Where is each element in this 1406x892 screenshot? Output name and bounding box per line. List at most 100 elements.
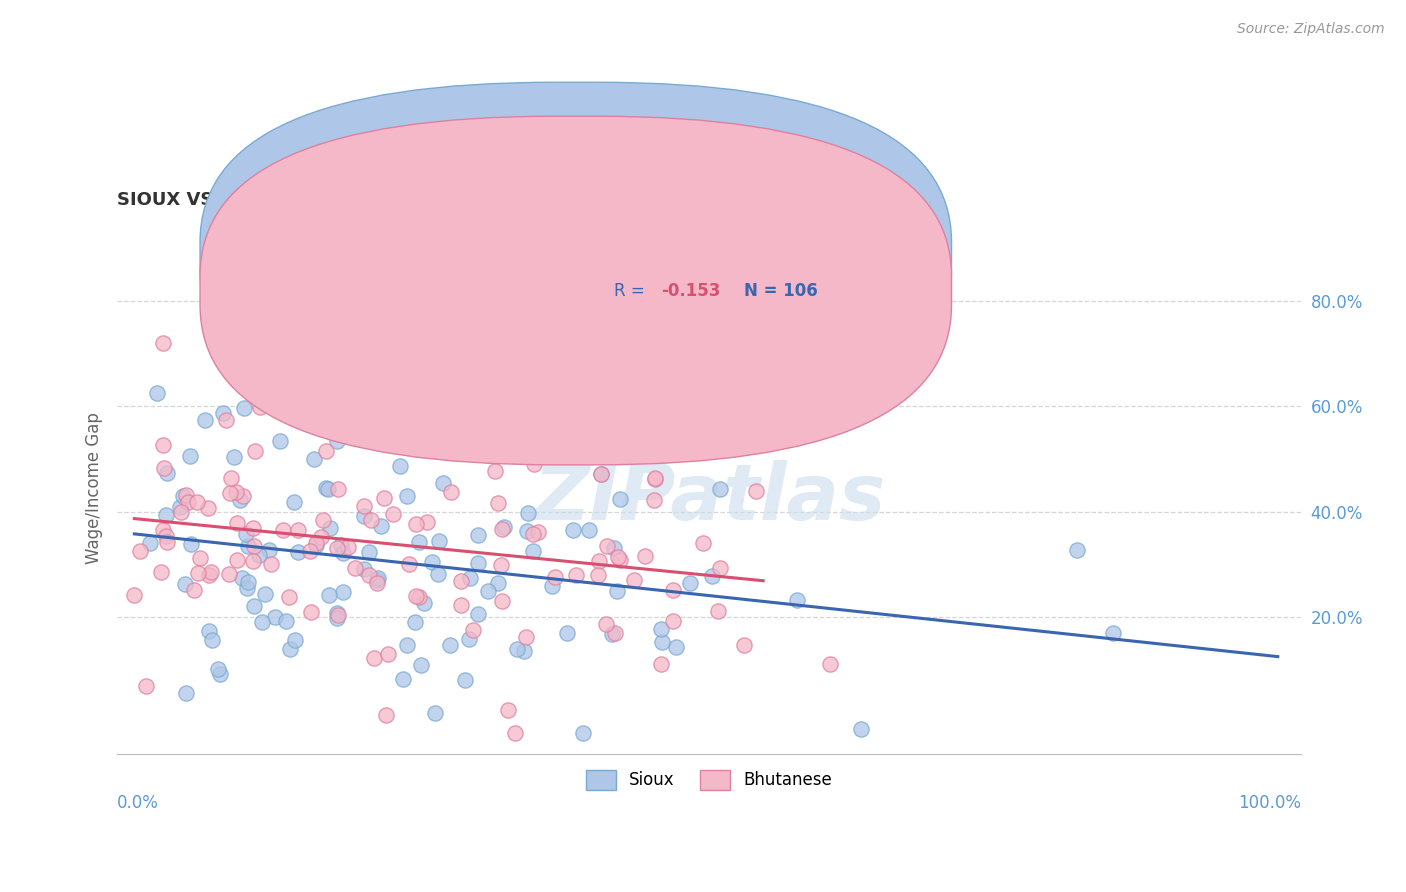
Point: [236, 540, 259, 554]
Text: -0.228: -0.228: [662, 248, 721, 266]
Point: [709, 482, 731, 496]
Point: [155, 466, 177, 480]
Point: [174, 488, 197, 502]
Point: [309, 530, 332, 544]
Point: [420, 555, 443, 569]
Point: [152, 335, 174, 350]
Point: [218, 486, 240, 500]
Point: [198, 568, 221, 582]
Point: [360, 397, 382, 411]
Point: [467, 556, 489, 570]
Point: [211, 406, 233, 420]
Point: [215, 413, 238, 427]
Point: [194, 413, 217, 427]
Point: [318, 588, 340, 602]
Point: [155, 508, 177, 522]
Point: [706, 604, 728, 618]
Text: Source: ZipAtlas.com: Source: ZipAtlas.com: [1237, 22, 1385, 37]
Point: [517, 506, 540, 520]
Point: [603, 626, 626, 640]
Point: [135, 679, 157, 693]
Y-axis label: Wage/Income Gap: Wage/Income Gap: [86, 412, 103, 564]
Point: [600, 626, 623, 640]
Point: [692, 536, 714, 550]
Point: [243, 539, 266, 553]
Point: [174, 686, 197, 700]
Point: [486, 576, 509, 591]
Point: [634, 549, 657, 563]
Point: [461, 440, 484, 454]
Point: [312, 513, 335, 527]
Point: [405, 589, 427, 603]
Point: [218, 567, 240, 582]
Point: [232, 489, 254, 503]
Text: 0.0%: 0.0%: [117, 794, 159, 812]
Point: [336, 541, 359, 555]
Point: [128, 544, 150, 558]
Point: [744, 483, 766, 498]
Point: [173, 576, 195, 591]
Point: [486, 495, 509, 509]
Point: [651, 635, 673, 649]
Point: [177, 495, 200, 509]
Point: [467, 607, 489, 621]
Point: [644, 472, 666, 486]
Point: [516, 524, 538, 539]
Point: [228, 492, 250, 507]
Point: [540, 579, 562, 593]
Point: [381, 508, 404, 522]
Point: [370, 519, 392, 533]
Point: [484, 464, 506, 478]
Point: [153, 460, 176, 475]
Point: [457, 632, 479, 647]
Point: [360, 513, 382, 527]
Point: [169, 500, 191, 514]
Point: [461, 623, 484, 637]
Point: [152, 438, 174, 452]
Point: [555, 626, 578, 640]
Point: [225, 484, 247, 499]
Point: [505, 726, 527, 740]
Point: [257, 543, 280, 558]
Legend: Sioux, Bhutanese: Sioux, Bhutanese: [579, 764, 838, 797]
Point: [283, 495, 305, 509]
Point: [512, 644, 534, 658]
Point: [572, 726, 595, 740]
Point: [233, 401, 256, 416]
Point: [357, 567, 380, 582]
Point: [786, 593, 808, 607]
Point: [243, 444, 266, 458]
Point: [183, 582, 205, 597]
Point: [242, 521, 264, 535]
Point: [207, 662, 229, 676]
Point: [458, 571, 481, 585]
Point: [155, 529, 177, 543]
FancyBboxPatch shape: [526, 229, 886, 318]
Point: [318, 521, 340, 535]
Point: [149, 566, 172, 580]
Point: [186, 495, 208, 509]
Point: [305, 536, 328, 550]
Point: [477, 584, 499, 599]
Point: [567, 400, 589, 414]
Point: [589, 467, 612, 481]
Point: [609, 553, 631, 567]
Point: [506, 641, 529, 656]
Point: [201, 633, 224, 648]
Point: [326, 606, 349, 620]
Point: [254, 587, 277, 601]
Point: [408, 591, 430, 605]
Point: [332, 585, 354, 599]
Point: [330, 538, 353, 552]
Point: [432, 475, 454, 490]
Point: [562, 523, 585, 537]
Point: [328, 607, 350, 622]
Point: [146, 386, 169, 401]
Point: [427, 534, 450, 549]
Text: 100.0%: 100.0%: [1237, 794, 1301, 812]
Text: R =: R =: [614, 282, 650, 300]
Point: [343, 561, 366, 575]
Point: [733, 638, 755, 652]
Point: [565, 568, 588, 582]
Point: [353, 508, 375, 523]
